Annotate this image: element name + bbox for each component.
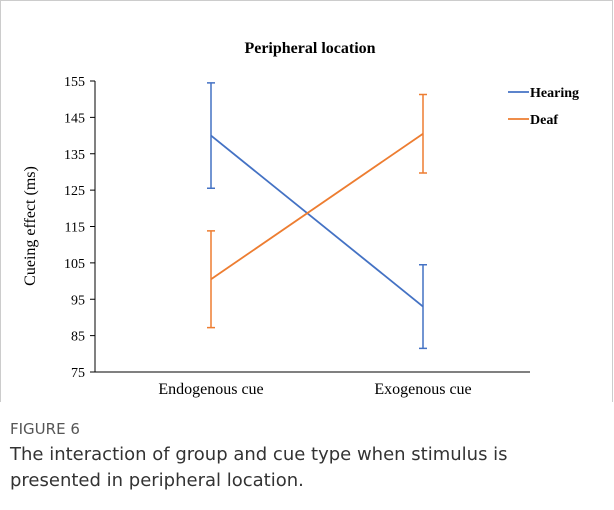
y-tick-label: 95 — [71, 293, 85, 308]
y-tick-label: 145 — [64, 111, 85, 126]
chart: Peripheral location Cueing effect (ms) 7… — [0, 0, 613, 402]
y-tick-label: 155 — [64, 75, 85, 90]
series-line — [210, 133, 424, 280]
caption-line: The interaction of group and cue type wh… — [10, 444, 508, 465]
y-tick-label: 105 — [64, 257, 85, 272]
y-axis-title: Cueing effect (ms) — [22, 166, 39, 286]
error-bar — [207, 82, 215, 190]
caption-line: presented in peripheral location. — [10, 470, 304, 491]
x-tick-label: Exogenous cue — [374, 381, 471, 398]
y-tick-label: 135 — [64, 148, 85, 163]
legend-label: Hearing — [530, 86, 579, 101]
x-tick-label: Endogenous cue — [158, 381, 263, 398]
frame-border — [0, 0, 613, 402]
error-bar — [419, 263, 427, 350]
legend-label: Deaf — [530, 113, 558, 128]
series-line — [210, 134, 424, 308]
y-tick-label: 75 — [71, 366, 85, 381]
caption: The interaction of group and cue type wh… — [10, 442, 508, 494]
chart-title: Peripheral location — [244, 40, 375, 57]
figure-label: FIGURE 6 — [10, 420, 80, 438]
y-tick-label: 115 — [65, 221, 85, 236]
y-tick-label: 125 — [64, 184, 85, 199]
y-tick-label: 85 — [71, 330, 85, 345]
